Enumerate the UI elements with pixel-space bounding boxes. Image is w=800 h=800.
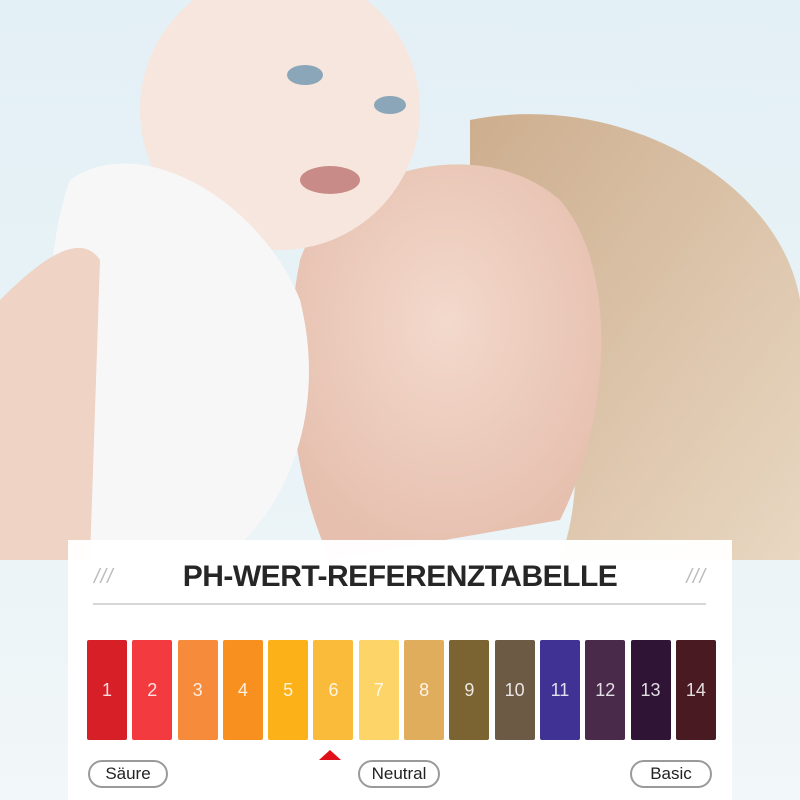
ph-swatch-8: 8	[404, 640, 445, 740]
ph-swatch-7: 7	[358, 640, 399, 740]
acid-label: Säure	[88, 760, 168, 788]
ph-swatch-2: 2	[132, 640, 173, 740]
neutral-marker-triangle-icon	[319, 750, 341, 760]
ph-swatch-3: 3	[177, 640, 218, 740]
ph-swatch-6: 6	[313, 640, 354, 740]
ph-swatch-13: 13	[630, 640, 671, 740]
ph-swatch-9: 9	[449, 640, 490, 740]
divider	[93, 603, 706, 605]
basic-label: Basic	[630, 760, 712, 788]
ph-swatch-4: 4	[222, 640, 263, 740]
ph-swatch-14: 14	[675, 640, 716, 740]
ph-swatch-12: 12	[585, 640, 626, 740]
ph-swatch-11: 11	[539, 640, 580, 740]
ph-swatch-1: 1	[87, 640, 127, 740]
decorative-slashes-left: ///	[94, 566, 114, 588]
decorative-slashes-right: ///	[686, 566, 706, 588]
ph-color-scale: 1 2 3 4 5 6 7 8 9 10 11 12 13 14	[87, 640, 716, 740]
ph-swatch-5: 5	[268, 640, 309, 740]
neutral-label: Neutral	[358, 760, 440, 788]
chart-title: PH-WERT-REFERENZTABELLE	[182, 560, 618, 593]
ph-swatch-10: 10	[494, 640, 535, 740]
